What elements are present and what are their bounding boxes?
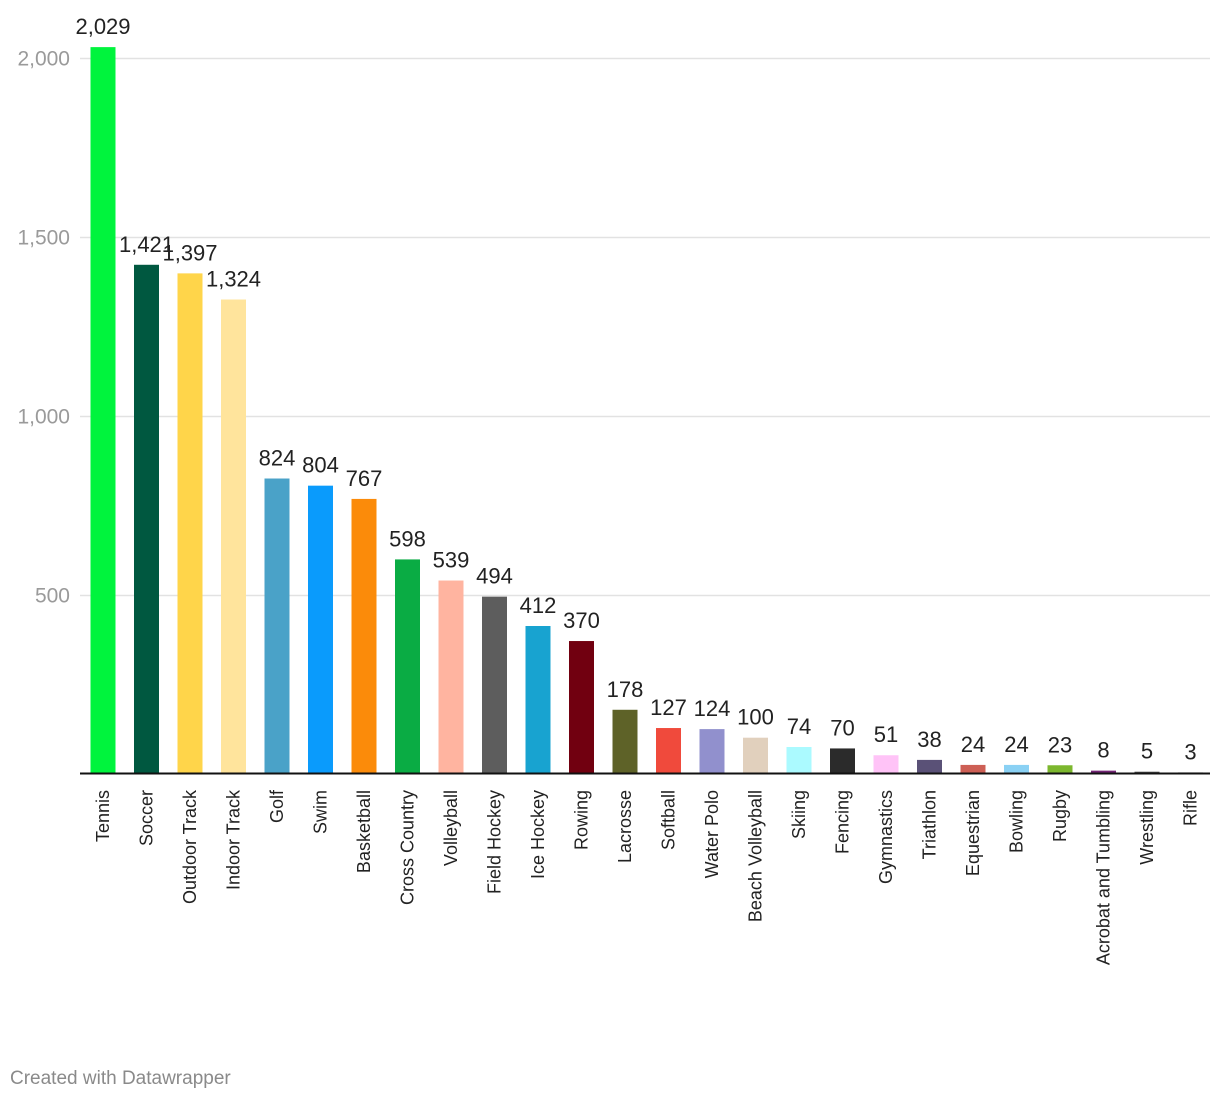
category-label: Triathlon [920, 790, 940, 859]
y-axis-ticks: 500 1,000 1,500 2,000 [17, 48, 70, 608]
y-tick-label: 500 [35, 585, 70, 608]
category-label: Swim [311, 790, 331, 834]
gridlines [80, 57, 1210, 597]
category-label: Cross Country [398, 790, 418, 905]
bar-basketball [351, 498, 377, 774]
bar-golf [264, 478, 290, 774]
y-tick-label: 1,000 [17, 406, 70, 429]
value-label: 370 [563, 608, 600, 633]
bar-outdoor-track [177, 273, 203, 774]
bar-softball [656, 728, 681, 774]
bar-swim [308, 485, 333, 774]
value-label: 38 [917, 727, 941, 752]
bar-cross-country [395, 559, 420, 774]
value-label: 1,324 [206, 267, 261, 292]
value-label: 5 [1141, 739, 1153, 764]
value-label: 74 [787, 714, 811, 739]
category-label: Skiing [789, 790, 809, 839]
bar-bowling [1004, 764, 1029, 774]
value-label: 3 [1184, 739, 1196, 764]
category-label: Equestrian [963, 790, 983, 876]
value-label: 70 [830, 715, 854, 740]
category-label: Rifle [1181, 790, 1201, 826]
value-label: 24 [961, 732, 985, 757]
bar-tennis [90, 47, 116, 774]
value-label: 1,397 [162, 240, 217, 265]
bar-ice-hockey [525, 626, 551, 774]
value-label: 178 [607, 677, 644, 702]
category-label: Acrobat and Tumbling [1094, 790, 1114, 965]
value-label: 51 [874, 722, 898, 747]
value-label: 412 [520, 593, 557, 618]
category-label: Ice Hockey [528, 790, 548, 879]
bar-field-hockey [482, 596, 507, 774]
category-label: Fencing [833, 790, 853, 854]
category-label: Volleyball [441, 790, 461, 866]
value-label: 1,421 [119, 232, 174, 257]
value-label: 767 [346, 466, 383, 491]
bar-acrobat-and-tumbling [1091, 770, 1116, 774]
value-label: 127 [650, 695, 687, 720]
bar-skiing [786, 747, 812, 774]
bar-triathlon [917, 759, 942, 774]
bar-gymnastics [873, 755, 899, 774]
category-label: Wrestling [1137, 790, 1157, 865]
value-label: 598 [389, 526, 426, 551]
bar-equestrian [960, 764, 986, 774]
bar-rugby [1047, 765, 1073, 774]
bar-lacrosse [612, 709, 638, 774]
value-label: 100 [737, 705, 774, 730]
bar-soccer [134, 264, 159, 774]
category-labels: Tennis Soccer Outdoor Track Indoor Track Gol… [93, 789, 1201, 965]
category-label: Soccer [137, 790, 157, 846]
y-tick-label: 1,500 [17, 227, 70, 250]
category-label: Rowing [572, 790, 592, 850]
bar-beach-volleyball [743, 737, 768, 774]
y-tick-label: 2,000 [17, 48, 70, 71]
category-label: Indoor Track [224, 789, 244, 890]
bar-water-polo [699, 729, 725, 774]
category-label: Field Hockey [485, 790, 505, 894]
bars [90, 47, 1203, 774]
value-label: 8 [1097, 738, 1109, 763]
category-label: Softball [659, 790, 679, 850]
value-label: 804 [302, 453, 339, 478]
category-label: Golf [267, 789, 287, 823]
bar-fencing [830, 748, 855, 774]
category-label: Tennis [93, 790, 113, 842]
category-label: Bowling [1007, 790, 1027, 853]
category-label: Rugby [1050, 790, 1070, 842]
value-label: 124 [694, 696, 731, 721]
datawrapper-credit: Created with Datawrapper [10, 1068, 231, 1089]
bar-volleyball [438, 580, 464, 774]
bar-rowing [569, 641, 594, 774]
category-label: Outdoor Track [180, 789, 200, 904]
value-label: 2,029 [75, 14, 130, 39]
value-label: 23 [1048, 732, 1072, 757]
category-label: Water Polo [702, 790, 722, 878]
value-label: 824 [259, 446, 296, 471]
category-label: Basketball [354, 790, 374, 873]
category-label: Lacrosse [615, 790, 635, 863]
value-label: 494 [476, 564, 513, 589]
value-label: 539 [433, 548, 470, 573]
bar-indoor-track [221, 299, 246, 774]
category-label: Gymnastics [876, 790, 896, 884]
value-label: 24 [1004, 732, 1028, 757]
category-label: Beach Volleyball [746, 790, 766, 922]
